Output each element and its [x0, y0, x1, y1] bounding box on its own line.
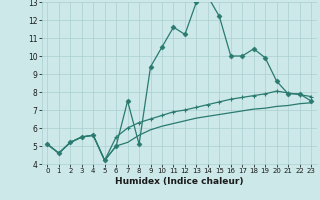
X-axis label: Humidex (Indice chaleur): Humidex (Indice chaleur)	[115, 177, 244, 186]
